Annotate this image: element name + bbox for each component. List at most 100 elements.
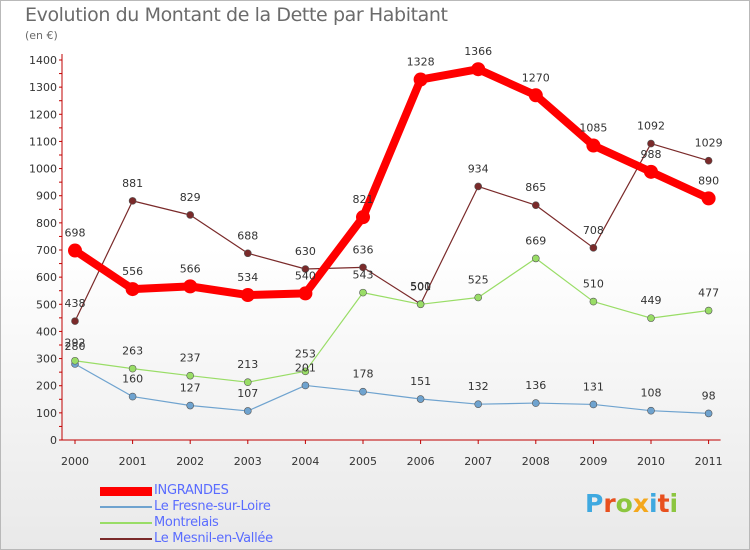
y-tick-label: 800 <box>36 217 57 230</box>
x-tick-label: 2007 <box>464 455 492 468</box>
data-label: 280 <box>65 340 86 353</box>
data-label: 556 <box>122 265 143 278</box>
data-point <box>128 392 137 401</box>
data-point <box>68 243 82 258</box>
logo-letter: x <box>632 489 649 518</box>
data-label: 449 <box>641 294 662 307</box>
x-tick-label: 2008 <box>522 455 550 468</box>
data-label: 201 <box>295 361 316 374</box>
proxiti-logo: Proxiti <box>585 489 678 518</box>
x-tick-label: 2001 <box>119 455 147 468</box>
data-label: 500 <box>410 280 431 293</box>
data-point <box>356 210 370 225</box>
data-label: 1085 <box>579 122 607 135</box>
data-point <box>186 211 194 219</box>
data-label: 829 <box>180 191 201 204</box>
data-point <box>528 88 543 103</box>
y-tick-label: 100 <box>36 407 57 420</box>
data-point <box>647 314 655 322</box>
x-tick-label: 2005 <box>349 455 377 468</box>
data-label: 136 <box>525 379 546 392</box>
data-point <box>589 400 598 409</box>
legend-swatch <box>100 522 152 524</box>
x-tick-label: 2006 <box>407 455 435 468</box>
data-label: 501 <box>410 280 431 293</box>
series-line-0 <box>71 65 713 300</box>
legend-label: Le Mesnil-en-Vallée <box>154 531 273 546</box>
data-point <box>474 400 483 408</box>
data-point <box>589 297 598 306</box>
data-label: 890 <box>698 174 719 187</box>
legend-label: Le Fresne-sur-Loire <box>154 499 271 514</box>
x-tick-label: 2002 <box>176 455 204 468</box>
data-point <box>298 286 313 301</box>
data-point <box>647 139 655 148</box>
data-label: 688 <box>237 229 258 242</box>
data-label: 630 <box>295 245 316 258</box>
data-point <box>244 378 252 386</box>
legend-swatch <box>100 538 152 540</box>
y-tick-label: 700 <box>36 244 57 257</box>
logo-letter: P <box>585 489 604 518</box>
y-tick-label: 1400 <box>29 54 57 67</box>
y-tick-label: 600 <box>36 271 57 284</box>
data-point <box>71 317 79 325</box>
data-point <box>125 282 140 297</box>
data-point <box>704 306 713 315</box>
data-point <box>359 288 367 297</box>
data-label: 263 <box>122 345 143 358</box>
data-label: 98 <box>702 389 716 402</box>
data-label: 698 <box>65 227 86 240</box>
data-label: 543 <box>353 269 374 282</box>
legend-item: Le Fresne-sur-Loire <box>100 499 273 515</box>
legend-swatch <box>100 486 152 496</box>
data-point <box>186 401 194 410</box>
data-label: 160 <box>122 373 143 386</box>
data-label: 127 <box>180 382 201 395</box>
legend-item: Le Mesnil-en-Vallée <box>100 531 273 547</box>
data-point <box>244 249 252 258</box>
data-label: 131 <box>583 380 604 393</box>
chart-legend: INGRANDES Le Fresne-sur-Loire Montrelais Le… <box>100 483 273 547</box>
data-point <box>301 381 310 390</box>
data-label: 1270 <box>522 71 550 84</box>
logo-letter: o <box>615 489 633 518</box>
data-point <box>531 201 540 210</box>
logo-letter: t <box>657 489 670 518</box>
x-tick-label: 2010 <box>637 455 665 468</box>
logo-letter: i <box>669 489 679 518</box>
logo-letter: i <box>649 489 658 518</box>
data-point <box>301 265 310 273</box>
data-label: 708 <box>583 224 604 237</box>
data-label: 151 <box>410 375 431 388</box>
y-tick-label: 400 <box>36 325 57 338</box>
y-tick-label: 1300 <box>29 81 57 94</box>
data-point <box>240 288 255 303</box>
data-label: 988 <box>641 148 662 161</box>
data-point <box>701 191 716 206</box>
data-point <box>416 300 425 309</box>
data-label: 540 <box>295 269 316 282</box>
series-line-1 <box>74 363 710 414</box>
data-point <box>704 409 713 418</box>
data-point <box>244 407 252 415</box>
data-label: 132 <box>468 380 489 393</box>
y-tick-label: 0 <box>50 434 57 447</box>
legend-label: Montrelais <box>154 515 219 530</box>
data-point <box>704 156 713 165</box>
data-label: 534 <box>237 271 258 284</box>
data-point <box>474 182 483 191</box>
data-label: 1029 <box>695 137 723 150</box>
chart-title: Evolution du Montant de la Dette par Hab… <box>25 4 448 26</box>
data-point <box>301 367 310 376</box>
data-label: 438 <box>65 297 86 310</box>
data-point <box>471 62 486 77</box>
data-label: 821 <box>353 193 374 206</box>
y-tick-label: 900 <box>36 190 57 203</box>
data-point <box>474 293 483 302</box>
x-tick-label: 2004 <box>291 455 319 468</box>
series-line-3 <box>74 143 710 322</box>
series-line-2 <box>74 257 710 383</box>
legend-item: Montrelais <box>100 515 273 531</box>
